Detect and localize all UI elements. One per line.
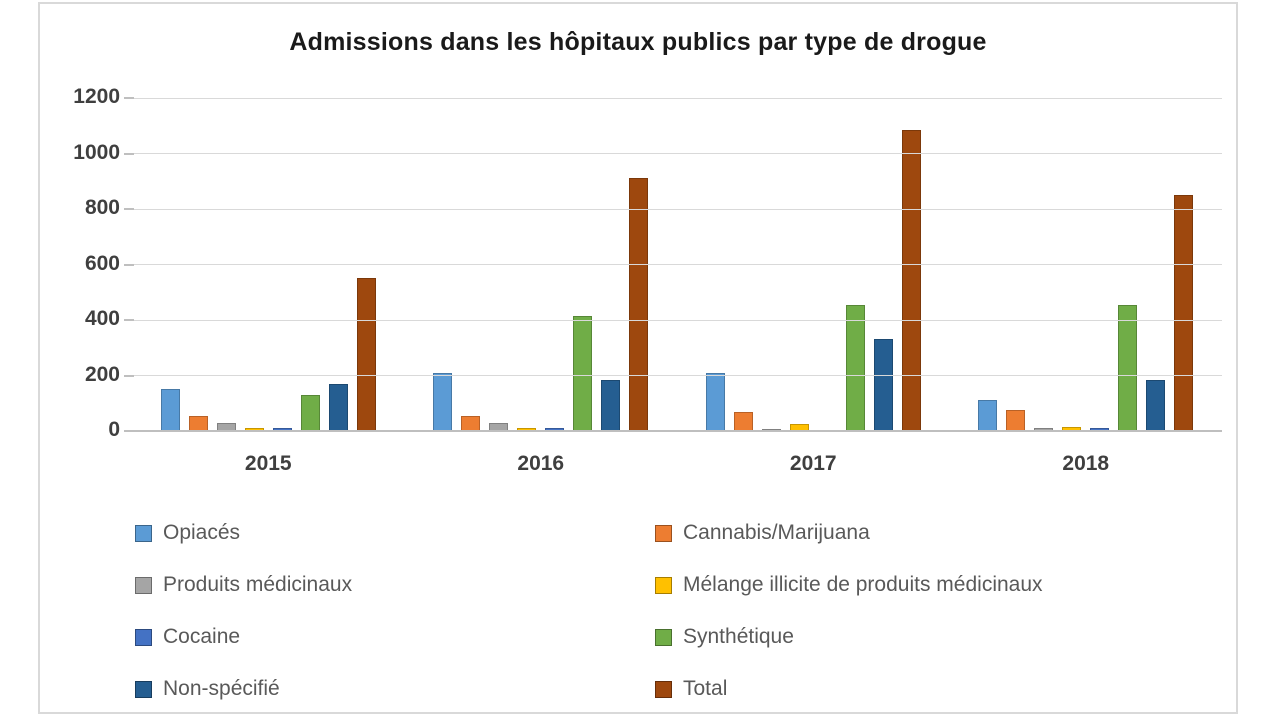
legend: Opiacés Cannabis/Marijuana Produits médici… bbox=[135, 507, 1215, 715]
legend-item-produits-m-dicinaux: Produits médicinaux bbox=[135, 573, 655, 597]
y-axis-label: 1000 bbox=[73, 140, 120, 164]
bar-m-lange-illicite-de-produits-m-dicinaux bbox=[244, 427, 264, 431]
bar-non-sp-cifi- bbox=[873, 339, 893, 431]
bar-group-2017 bbox=[677, 98, 950, 431]
bar-cocaine bbox=[545, 428, 565, 431]
bar-produits-m-dicinaux bbox=[1034, 428, 1054, 431]
bar-synth-tique bbox=[845, 304, 865, 431]
bar-produits-m-dicinaux bbox=[489, 422, 509, 431]
gridline bbox=[132, 153, 1222, 154]
legend-label: Opiacés bbox=[163, 521, 241, 544]
x-axis-label-2018: 2018 bbox=[1062, 452, 1110, 475]
x-axis-label-2016: 2016 bbox=[517, 452, 565, 475]
legend-item-cannabis-marijuana: Cannabis/Marijuana bbox=[655, 521, 1215, 545]
bar-groups bbox=[132, 98, 1222, 431]
bar-non-sp-cifi- bbox=[601, 379, 621, 431]
bar-total bbox=[901, 129, 921, 431]
gridline bbox=[132, 375, 1222, 376]
bar-non-sp-cifi- bbox=[1146, 379, 1166, 431]
y-axis-label: 1200 bbox=[73, 85, 120, 108]
legend-label: Total bbox=[683, 677, 728, 700]
chart-title: Admissions dans les hôpitaux publics par… bbox=[289, 28, 987, 56]
bar-synth-tique bbox=[573, 315, 593, 431]
bar-opiac-s bbox=[160, 389, 180, 431]
legend-swatch-icon bbox=[135, 628, 152, 646]
bar-group-2015 bbox=[132, 98, 405, 431]
bar-synth-tique bbox=[1118, 304, 1138, 431]
y-axis-label: 0 bbox=[108, 418, 120, 441]
bar-total bbox=[356, 278, 376, 431]
bar-cocaine bbox=[1090, 428, 1110, 431]
y-axis-tick bbox=[124, 263, 134, 266]
legend-label: Mélange illicite de produits médicinaux bbox=[683, 573, 1043, 596]
legend-swatch-icon bbox=[135, 524, 152, 542]
bar-m-lange-illicite-de-produits-m-dicinaux bbox=[517, 427, 537, 431]
bar-m-lange-illicite-de-produits-m-dicinaux bbox=[789, 424, 809, 431]
y-axis-label: 200 bbox=[84, 362, 120, 386]
bar-produits-m-dicinaux bbox=[761, 428, 781, 431]
bar-group-2016 bbox=[405, 98, 678, 431]
legend-swatch-icon bbox=[135, 680, 152, 698]
bar-opiac-s bbox=[433, 372, 453, 431]
gridline bbox=[132, 208, 1222, 210]
y-axis-tick bbox=[124, 374, 134, 377]
y-axis-tick bbox=[124, 319, 134, 321]
legend-label: Non-spécifié bbox=[163, 677, 280, 700]
legend-swatch-icon bbox=[655, 524, 672, 542]
x-axis-line bbox=[132, 430, 1222, 432]
x-axis-label-2015: 2015 bbox=[244, 452, 292, 475]
legend-label: Synthétique bbox=[683, 625, 794, 648]
chart-frame: Admissions dans les hôpitaux publics par… bbox=[38, 2, 1238, 714]
bar-cannabis-marijuana bbox=[1006, 410, 1026, 431]
legend-item-m-lange-illicite-de-produits-m-dicinaux: Mélange illicite de produits médicinaux bbox=[655, 573, 1215, 597]
gridline bbox=[132, 319, 1222, 321]
legend-item-synth-tique: Synthétique bbox=[655, 625, 1215, 649]
y-axis-label: 400 bbox=[84, 307, 120, 330]
bar-total bbox=[1174, 195, 1194, 431]
legend-swatch-icon bbox=[655, 628, 672, 646]
bar-produits-m-dicinaux bbox=[216, 422, 236, 431]
y-axis-tick bbox=[124, 208, 134, 210]
legend-label: Cannabis/Marijuana bbox=[683, 521, 870, 544]
x-axis-label-2017: 2017 bbox=[789, 452, 837, 475]
bar-cannabis-marijuana bbox=[733, 411, 753, 431]
x-axis-labels: 2015 2016 2017 2018 bbox=[132, 452, 1222, 476]
plot-area bbox=[132, 97, 1222, 432]
bar-m-lange-illicite-de-produits-m-dicinaux bbox=[1062, 426, 1082, 431]
legend-item-non-sp-cifi-: Non-spécifié bbox=[135, 677, 655, 701]
bar-cannabis-marijuana bbox=[188, 415, 208, 431]
bar-opiac-s bbox=[705, 372, 725, 431]
bar-opiac-s bbox=[978, 400, 998, 431]
bar-cocaine bbox=[272, 428, 292, 431]
y-axis-tick bbox=[124, 152, 134, 155]
legend-item-opiac-s: Opiacés bbox=[135, 521, 655, 545]
y-axis-tick bbox=[124, 97, 134, 99]
bar-cannabis-marijuana bbox=[461, 415, 481, 431]
bar-synth-tique bbox=[300, 394, 320, 431]
legend-item-total: Total bbox=[655, 677, 1215, 701]
y-axis-label: 600 bbox=[84, 251, 120, 275]
legend-swatch-icon bbox=[655, 680, 672, 698]
bar-total bbox=[629, 178, 649, 431]
gridline bbox=[132, 264, 1222, 265]
bar-non-sp-cifi- bbox=[328, 383, 348, 431]
legend-item-cocaine: Cocaine bbox=[135, 625, 655, 649]
legend-swatch-icon bbox=[655, 576, 672, 594]
legend-label: Produits médicinaux bbox=[163, 573, 353, 596]
y-axis-label: 800 bbox=[84, 196, 120, 219]
gridline bbox=[132, 97, 1222, 99]
y-axis-tick bbox=[124, 430, 134, 432]
bar-group-2018 bbox=[950, 98, 1223, 431]
legend-label: Cocaine bbox=[163, 625, 241, 648]
legend-swatch-icon bbox=[135, 576, 152, 594]
